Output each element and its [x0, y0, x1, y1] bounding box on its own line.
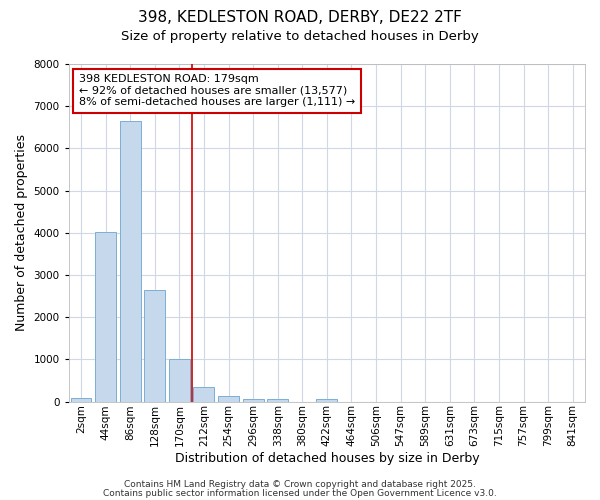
Bar [267, 399, 288, 402]
X-axis label: Distribution of detached houses by size in Derby: Distribution of detached houses by size … [175, 452, 479, 465]
Bar [193, 387, 214, 402]
Bar [316, 399, 337, 402]
Text: Size of property relative to detached houses in Derby: Size of property relative to detached ho… [121, 30, 479, 43]
Bar [71, 398, 91, 402]
Text: Contains HM Land Registry data © Crown copyright and database right 2025.: Contains HM Land Registry data © Crown c… [124, 480, 476, 489]
Bar [218, 396, 239, 402]
Text: Contains public sector information licensed under the Open Government Licence v3: Contains public sector information licen… [103, 488, 497, 498]
Text: 398, KEDLESTON ROAD, DERBY, DE22 2TF: 398, KEDLESTON ROAD, DERBY, DE22 2TF [138, 10, 462, 25]
Bar [120, 122, 140, 402]
Bar [145, 290, 165, 402]
Bar [169, 360, 190, 402]
Bar [242, 398, 263, 402]
Y-axis label: Number of detached properties: Number of detached properties [15, 134, 28, 332]
Text: 398 KEDLESTON ROAD: 179sqm
← 92% of detached houses are smaller (13,577)
8% of s: 398 KEDLESTON ROAD: 179sqm ← 92% of deta… [79, 74, 355, 108]
Bar [95, 232, 116, 402]
